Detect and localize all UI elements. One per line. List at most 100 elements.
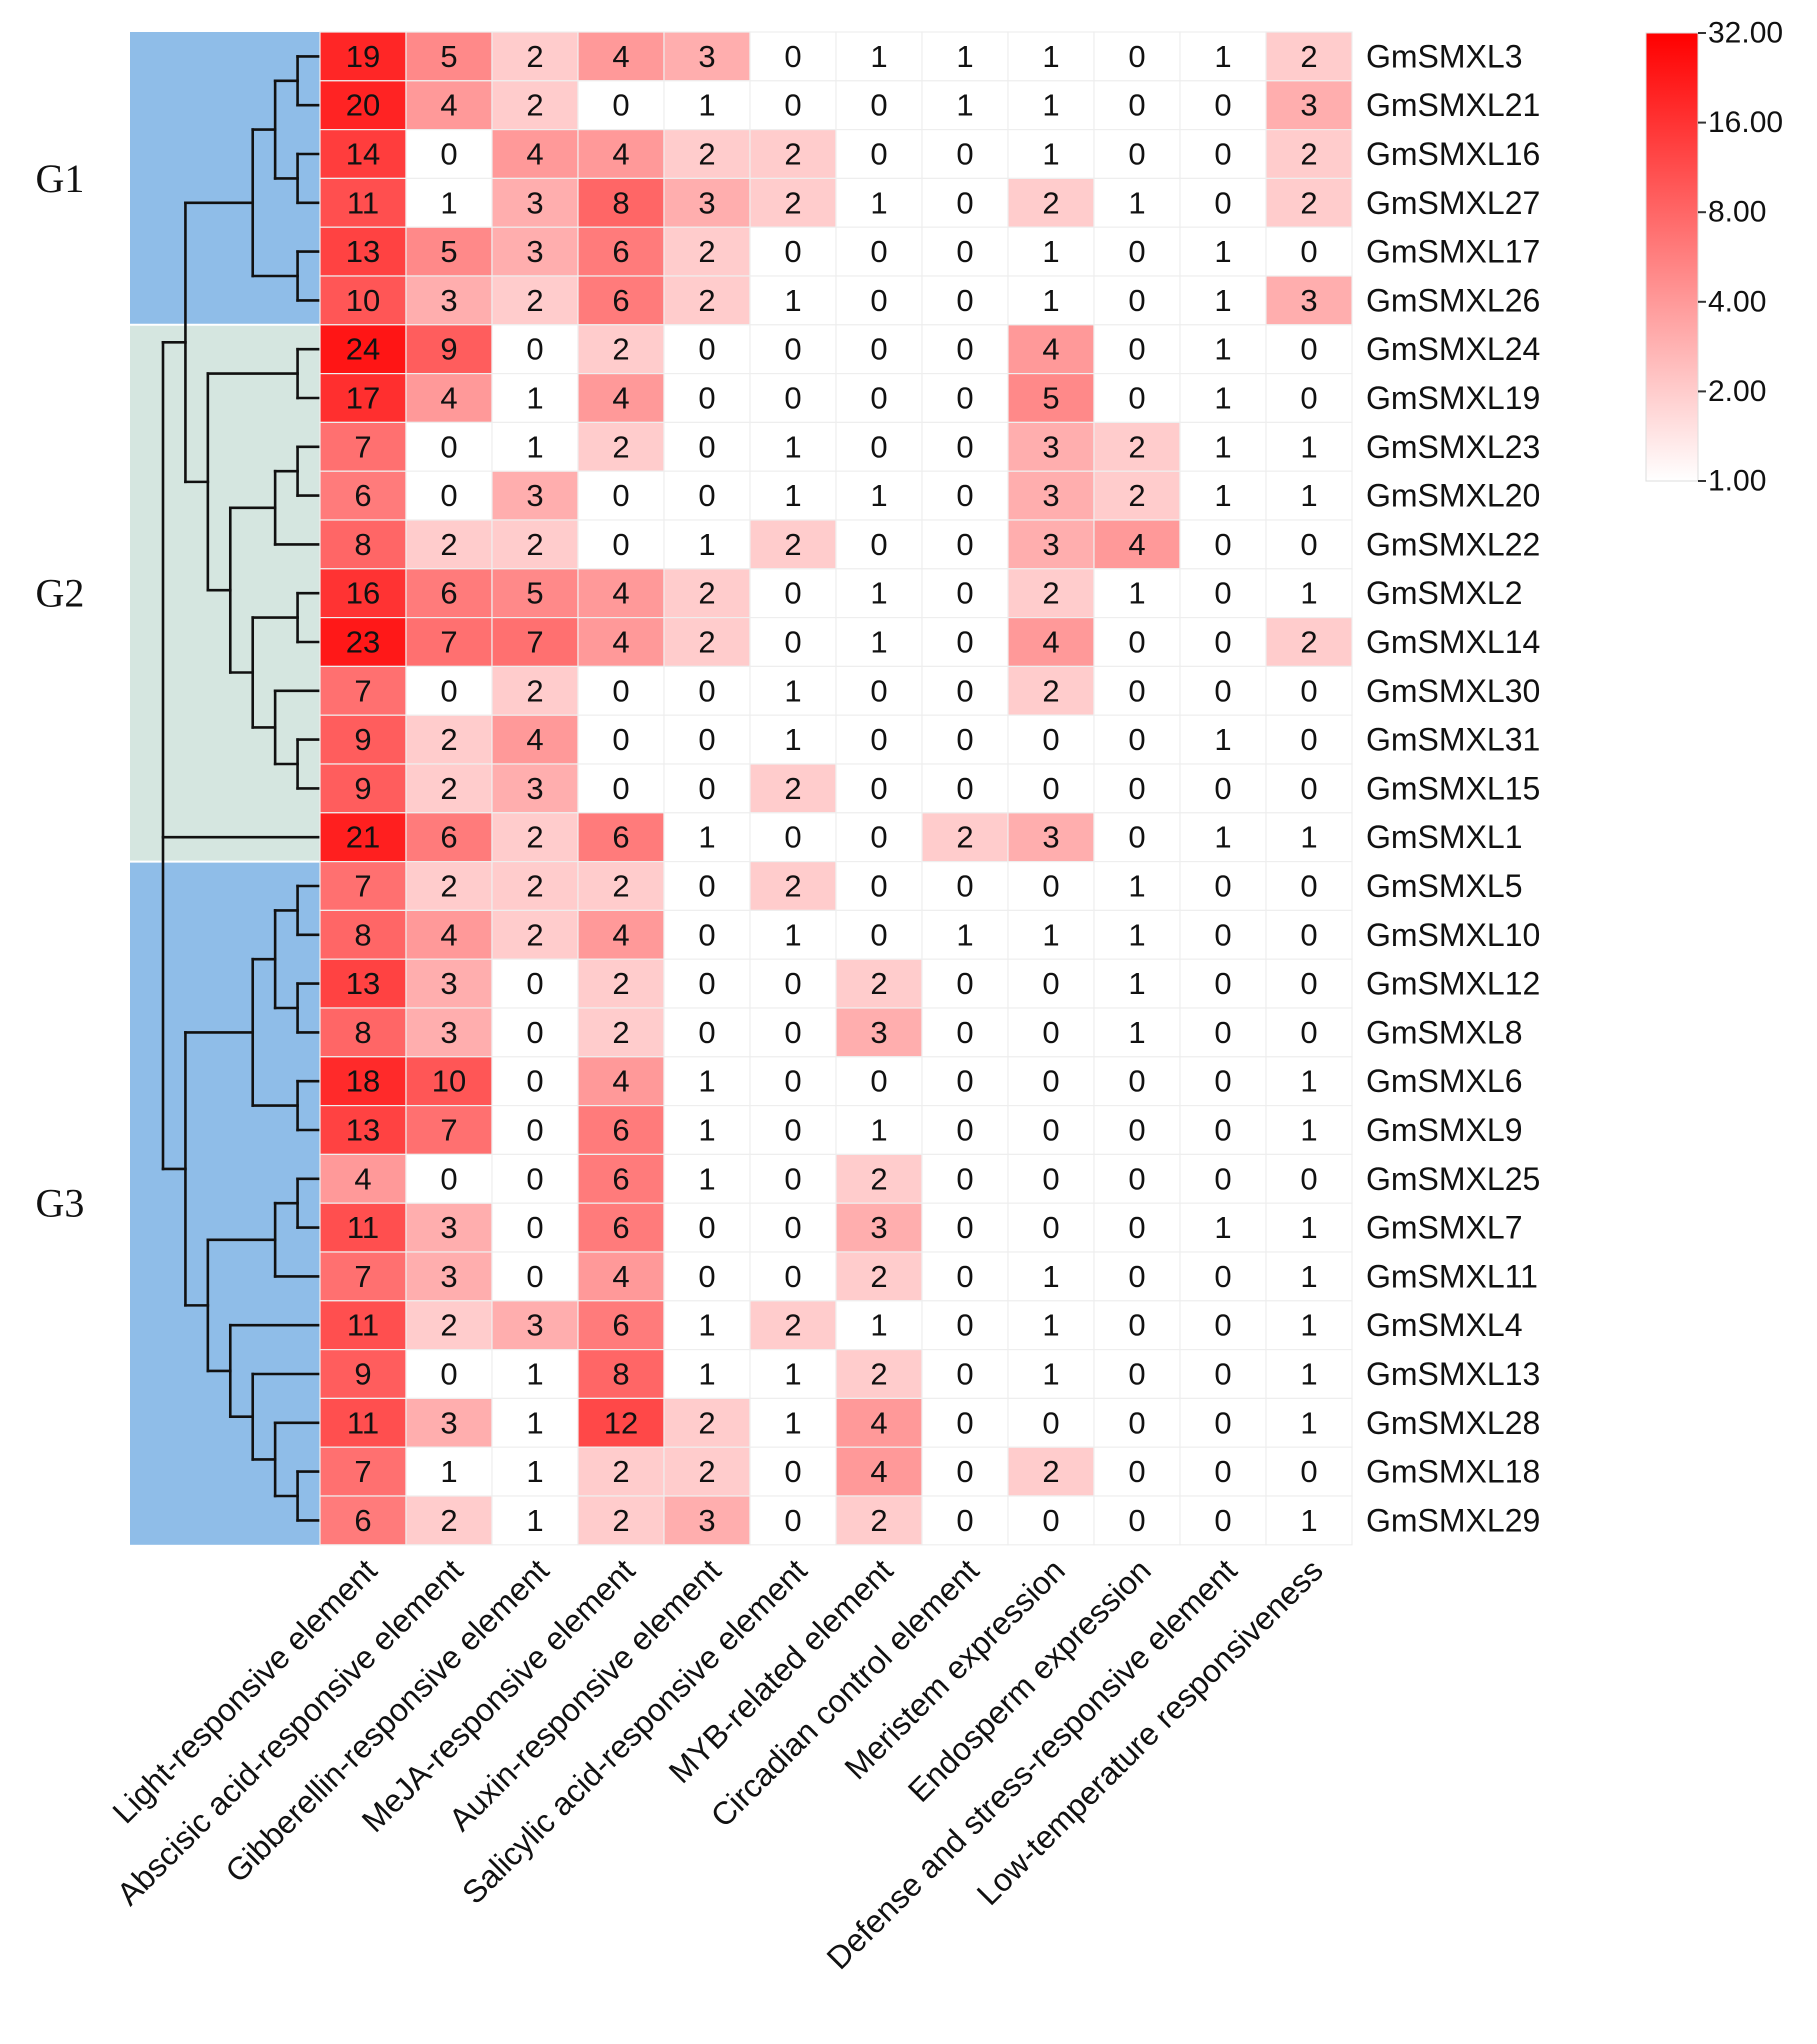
row-label-gmsmxl1: GmSMXL1 — [1366, 819, 1522, 855]
cell-value-label: 0 — [870, 722, 887, 757]
cell-value-label: 0 — [870, 673, 887, 708]
cell-value-label: 1 — [698, 1161, 715, 1196]
heatmap-cell — [835, 763, 923, 814]
heatmap-cell — [663, 568, 751, 619]
cell-value-label: 1 — [1214, 39, 1231, 74]
cell-value-label: 2 — [698, 1405, 715, 1440]
cell-value-label: 3 — [440, 1405, 457, 1440]
row-label-gmsmxl22: GmSMXL22 — [1366, 526, 1540, 562]
cell-value-label: 0 — [1300, 771, 1317, 806]
cell-value-label: 1 — [1128, 576, 1145, 611]
cell-value-label: 2 — [698, 234, 715, 269]
cell-value-label: 2 — [870, 966, 887, 1001]
heatmap-cell — [1179, 812, 1267, 863]
cell-value-label: 0 — [956, 137, 973, 172]
cell-value-label: 0 — [784, 39, 801, 74]
cell-value-label: 7 — [354, 429, 371, 464]
cell-value-label: 2 — [440, 1308, 457, 1343]
cell-value-label: 0 — [870, 820, 887, 855]
heatmap-cell — [1179, 763, 1267, 814]
cell-value-label: 2 — [526, 527, 543, 562]
heatmap-cell — [921, 177, 1009, 228]
cell-value-label: 8 — [612, 185, 629, 220]
heatmap-cell — [663, 1251, 751, 1302]
cell-value-label: 13 — [346, 966, 380, 1001]
cell-value-label: 0 — [612, 673, 629, 708]
heatmap-cell — [577, 1056, 665, 1107]
heatmap-cell — [921, 1251, 1009, 1302]
cell-value-label: 0 — [1300, 966, 1317, 1001]
cell-value-label: 0 — [440, 673, 457, 708]
heatmap-cell — [921, 763, 1009, 814]
heatmap-cell — [835, 1104, 923, 1155]
cell-value-label: 2 — [440, 527, 457, 562]
cell-value-label: 1 — [1214, 722, 1231, 757]
legend-tick-label: 16.00 — [1708, 106, 1783, 139]
heatmap-cell — [1007, 665, 1095, 716]
cell-value-label: 11 — [347, 1210, 379, 1245]
cell-value-label: 2 — [526, 917, 543, 952]
cell-value-label: 4 — [1042, 332, 1059, 367]
heatmap-cell — [663, 616, 751, 667]
cell-value-label: 1 — [1042, 917, 1059, 952]
cell-value-label: 2 — [526, 88, 543, 123]
cell-value-label: 24 — [346, 332, 380, 367]
cell-value-label: 1 — [1300, 1308, 1317, 1343]
cell-value-label: 3 — [440, 1259, 457, 1294]
heatmap-cell — [491, 812, 579, 863]
dendrogram — [161, 55, 322, 1522]
heatmap-cell — [319, 763, 407, 814]
cell-value-label: 1 — [956, 39, 973, 74]
cell-value-label: 1 — [526, 1454, 543, 1489]
heatmap-cell — [749, 519, 837, 570]
heatmap-cell — [405, 373, 493, 424]
heatmap-cell — [577, 129, 665, 180]
heatmap-cell — [921, 958, 1009, 1009]
cell-value-label: 1 — [1214, 381, 1231, 416]
cell-value-label: 0 — [1128, 332, 1145, 367]
cell-value-label: 3 — [526, 234, 543, 269]
cell-value-label: 4 — [612, 1259, 629, 1294]
heatmap-cell — [1093, 129, 1181, 180]
row-label-gmsmxl12: GmSMXL12 — [1366, 966, 1540, 1002]
heatmap-cell — [491, 1007, 579, 1058]
heatmap-cell — [749, 958, 837, 1009]
cell-value-label: 1 — [1300, 429, 1317, 464]
cell-value-label: 3 — [698, 1503, 715, 1538]
heatmap-cell — [835, 1153, 923, 1204]
cell-value-label: 0 — [698, 673, 715, 708]
heatmap-cell — [491, 324, 579, 375]
legend-tick-label: 8.00 — [1708, 196, 1766, 229]
cell-value-label: 2 — [1300, 185, 1317, 220]
cell-value-label: 2 — [698, 1454, 715, 1489]
cell-value-label: 0 — [526, 966, 543, 1001]
cell-value-label: 1 — [1128, 1015, 1145, 1050]
heatmap-cell — [835, 1251, 923, 1302]
heatmap-cell — [1265, 275, 1353, 326]
cell-value-label: 1 — [1042, 1308, 1059, 1343]
cell-value-label: 0 — [784, 88, 801, 123]
heatmap-cell — [921, 129, 1009, 180]
cell-value-label: 1 — [698, 1064, 715, 1099]
row-labels: GmSMXL3 GmSMXL21 GmSMXL16 GmSMXL27 GmSMXL17 G… — [1366, 38, 1540, 1538]
cell-value-label: 1 — [1300, 1503, 1317, 1538]
heatmap-cell — [1265, 568, 1353, 619]
cell-value-label: 0 — [612, 771, 629, 806]
cell-value-label: 2 — [526, 869, 543, 904]
heatmap-cell — [835, 324, 923, 375]
heatmap-cell — [1093, 1007, 1181, 1058]
legend-tick-label: 1.00 — [1708, 465, 1766, 498]
heatmap-cell — [663, 1153, 751, 1204]
cell-value-label: 0 — [698, 917, 715, 952]
cell-value-label: 6 — [440, 576, 457, 611]
cell-value-label: 1 — [784, 1405, 801, 1440]
cell-value-label: 3 — [526, 1308, 543, 1343]
heatmap-cell — [577, 860, 665, 911]
row-label-gmsmxl24: GmSMXL24 — [1366, 331, 1540, 367]
heatmap-cell — [1007, 812, 1095, 863]
cell-value-label: 1 — [1214, 429, 1231, 464]
cell-value-label: 0 — [1300, 917, 1317, 952]
heatmap-cell — [491, 616, 579, 667]
cell-value-label: 0 — [1300, 869, 1317, 904]
cell-value-label: 0 — [956, 722, 973, 757]
